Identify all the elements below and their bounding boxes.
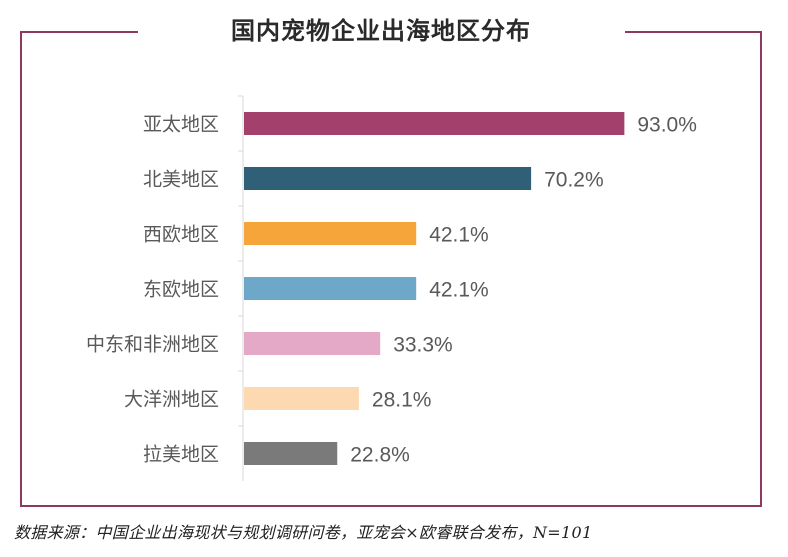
- category-label: 中东和非洲地区: [86, 334, 219, 356]
- category-label: 西欧地区: [143, 224, 219, 246]
- value-label: 28.1%: [372, 389, 432, 412]
- category-label: 亚太地区: [143, 114, 219, 136]
- bar: [244, 222, 417, 245]
- category-label: 北美地区: [143, 169, 219, 191]
- value-label: 70.2%: [544, 169, 604, 192]
- source-note: 数据来源：中国企业出海现状与规划调研问卷，亚宠会×欧睿联合发布，N=101: [14, 523, 593, 542]
- frame-top-left-line: [20, 31, 138, 33]
- bar: [244, 387, 359, 410]
- bar: [244, 442, 338, 465]
- frame-top-right-line: [625, 31, 762, 33]
- value-label: 93.0%: [637, 114, 697, 137]
- value-label: 42.1%: [429, 279, 489, 302]
- bar: [244, 112, 625, 135]
- value-label: 22.8%: [350, 444, 410, 467]
- category-label: 东欧地区: [143, 279, 219, 301]
- value-label: 33.3%: [393, 334, 453, 357]
- bar: [244, 167, 532, 190]
- chart-title: 国内宠物企业出海地区分布: [231, 16, 531, 45]
- chart-frame: [20, 31, 762, 507]
- category-label: 拉美地区: [143, 444, 219, 466]
- bar: [244, 277, 417, 300]
- category-label: 大洋洲地区: [124, 389, 219, 411]
- bar: [244, 332, 381, 355]
- value-label: 42.1%: [429, 224, 489, 247]
